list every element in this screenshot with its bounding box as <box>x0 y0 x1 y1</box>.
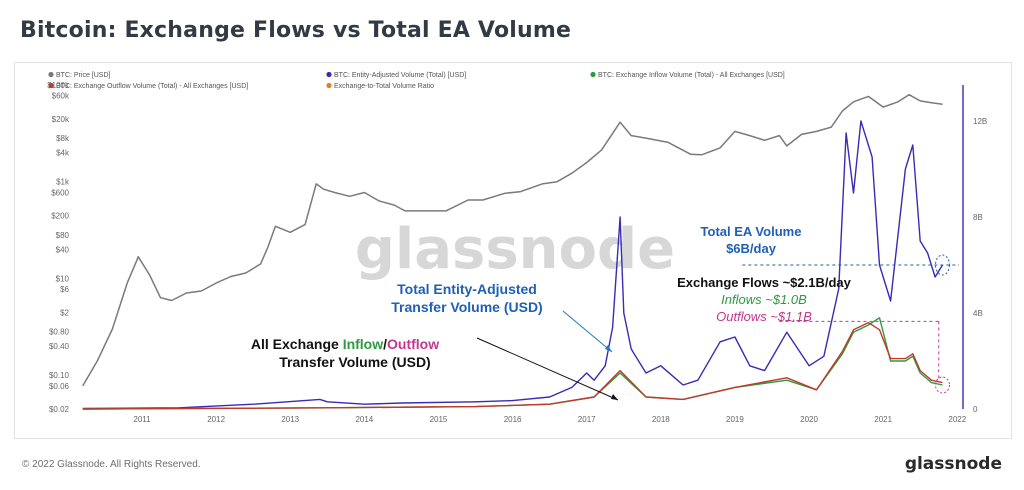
left-axis-tick: $0.80 <box>49 328 70 337</box>
left-axis-tick: $6 <box>60 285 69 294</box>
legend-item-0: BTC: Price [USD] <box>56 72 111 79</box>
copyright-text: © 2022 Glassnode. All Rights Reserved. <box>22 459 201 470</box>
page-title: Bitcoin: Exchange Flows vs Total EA Volu… <box>20 18 572 43</box>
legend-swatch-4 <box>326 82 332 89</box>
left-axis-tick: $20k <box>52 115 70 124</box>
annotation-exchange-flows: Exchange Flows ~$2.1B/day <box>677 275 852 290</box>
annotation-inflows: Inflows ~$1.0B <box>721 292 807 307</box>
legend-item-2: BTC: Exchange Inflow Volume (Total) - Al… <box>598 72 785 79</box>
annotation-total-ea-label-line1: Total Entity-Adjusted <box>397 281 537 297</box>
left-axis-tick: $600 <box>51 188 69 197</box>
legend-item-1: BTC: Entity-Adjusted Volume (Total) [USD… <box>334 72 466 79</box>
annotation-total-ea-volume: Total EA Volume <box>701 224 802 239</box>
left-axis-tick: $0.06 <box>49 382 70 391</box>
x-axis-tick: 2021 <box>874 415 892 424</box>
left-axis-tick: $100k <box>47 81 70 90</box>
annotation-outflows: Outflows ~$1.1B <box>716 309 812 324</box>
legend-swatch-2 <box>590 71 596 78</box>
x-axis-tick: 2013 <box>281 415 299 424</box>
left-axis-tick: $0.40 <box>49 342 70 351</box>
legend-swatch-0 <box>48 71 54 78</box>
legend-item-3: BTC: Exchange Outflow Volume (Total) - A… <box>56 83 248 90</box>
left-axis-tick: $10 <box>56 274 70 283</box>
right-axis-tick: 8B <box>973 213 983 222</box>
left-axis-tick: $200 <box>51 212 69 221</box>
flows-highlight <box>934 376 950 394</box>
ea-volume-highlight <box>934 254 950 276</box>
annotation-total-ea-rate: $6B/day <box>726 241 777 256</box>
outflow-line <box>82 321 943 410</box>
exchange-arrow <box>476 337 619 401</box>
left-axis-tick: $4k <box>56 149 70 158</box>
x-axis-tick: 2014 <box>355 415 373 424</box>
annotation-exchange-label-line1: All Exchange Inflow/Outflow <box>251 336 439 352</box>
left-axis-tick: $40 <box>56 245 70 254</box>
left-axis-tick: $60k <box>52 92 70 101</box>
footer-brand-logo[interactable]: glassnode <box>904 454 1002 474</box>
left-axis-tick: $80 <box>56 231 70 240</box>
legend-item-4: Exchange-to-Total Volume Ratio <box>334 83 434 90</box>
x-axis-tick: 2020 <box>800 415 818 424</box>
watermark-logo: glassnode <box>355 217 675 282</box>
annotation-exchange-label-line2: Transfer Volume (USD) <box>279 354 430 370</box>
left-axis-tick: $0.02 <box>49 405 70 414</box>
left-axis-tick: $1k <box>56 178 70 187</box>
exchange-arrowhead <box>611 394 618 400</box>
left-axis-tick: $2 <box>60 308 69 317</box>
x-axis-tick: 2019 <box>726 415 744 424</box>
x-axis-tick: 2015 <box>430 415 448 424</box>
x-axis-tick: 2017 <box>578 415 596 424</box>
x-axis-tick: 2012 <box>207 415 225 424</box>
annotation-total-ea-label-line2: Transfer Volume (USD) <box>391 299 542 315</box>
x-axis-tick: 2022 <box>948 415 966 424</box>
right-axis-tick: 0 <box>973 405 978 414</box>
right-axis-tick: 4B <box>973 309 983 318</box>
ea-arrow <box>562 310 613 353</box>
left-axis-tick: $0.10 <box>49 371 70 380</box>
price-line <box>82 93 943 387</box>
ea-volume-line <box>82 120 944 410</box>
legend-swatch-1 <box>326 71 332 78</box>
legend-swatch-3 <box>48 82 54 89</box>
x-axis-tick: 2018 <box>652 415 670 424</box>
x-axis-tick: 2016 <box>504 415 522 424</box>
ea-arrowhead <box>605 345 612 352</box>
chart-panel: BTC: Price [USD] BTC: Entity-Adjusted Vol… <box>14 62 1012 439</box>
chart: BTC: Price [USD] BTC: Entity-Adjusted Vol… <box>47 71 987 424</box>
right-axis-tick: 12B <box>973 117 987 126</box>
x-axis-tick: 2011 <box>133 415 151 424</box>
left-axis-tick: $8k <box>56 134 70 143</box>
